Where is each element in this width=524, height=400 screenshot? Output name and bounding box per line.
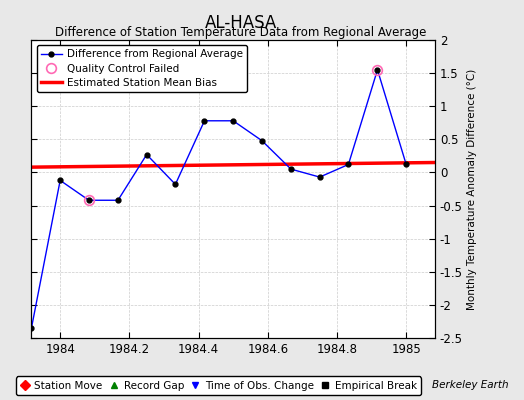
Text: Berkeley Earth: Berkeley Earth bbox=[432, 380, 508, 390]
Text: Difference of Station Temperature Data from Regional Average: Difference of Station Temperature Data f… bbox=[56, 26, 427, 39]
Legend: Station Move, Record Gap, Time of Obs. Change, Empirical Break: Station Move, Record Gap, Time of Obs. C… bbox=[16, 376, 421, 395]
Text: AL-HASA: AL-HASA bbox=[205, 14, 277, 32]
Y-axis label: Monthly Temperature Anomaly Difference (°C): Monthly Temperature Anomaly Difference (… bbox=[467, 68, 477, 310]
Legend: Difference from Regional Average, Quality Control Failed, Estimated Station Mean: Difference from Regional Average, Qualit… bbox=[37, 45, 247, 92]
